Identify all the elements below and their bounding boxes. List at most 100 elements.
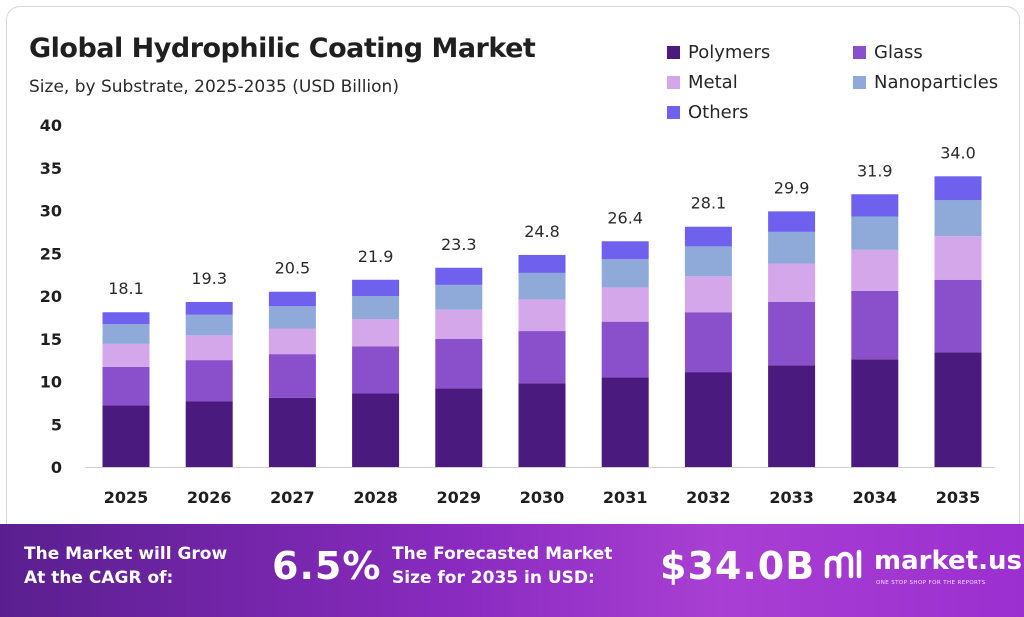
x-tick-label: 2031: [603, 488, 648, 507]
bar-segment-nanoparticles: [684, 246, 732, 277]
bar-total-label: 24.8: [524, 222, 560, 241]
bar-segment-polymers: [102, 405, 150, 467]
bar-total-label: 21.9: [358, 247, 394, 266]
forecast-value: $34.0B: [660, 544, 816, 588]
legend-swatch-glass: [853, 46, 866, 59]
bar-segment-metal: [268, 328, 316, 355]
bar-segment-others: [352, 279, 400, 296]
legend-swatch-others: [667, 106, 680, 119]
legend-swatch-polymers: [667, 46, 680, 59]
bar-segment-nanoparticles: [185, 314, 233, 336]
bar-segment-metal: [768, 263, 816, 302]
bar-segment-glass: [268, 354, 316, 398]
bar-total-label: 28.1: [691, 194, 727, 213]
bar-segment-others: [185, 301, 233, 315]
bar-segment-glass: [435, 338, 483, 389]
stacked-bar-chart: 051015202530354018.1202519.3202620.52027…: [40, 116, 995, 507]
bar-total-label: 31.9: [857, 161, 893, 180]
legend-label-nanoparticles: Nanoparticles: [874, 72, 999, 93]
bar-segment-glass: [518, 331, 566, 384]
bar-segment-others: [934, 176, 982, 201]
bar-segment-glass: [851, 290, 899, 360]
x-tick-label: 2029: [437, 488, 482, 507]
legend-label-metal: Metal: [688, 72, 738, 93]
bar-segment-polymers: [601, 377, 649, 467]
logo-mark-icon: [824, 549, 862, 579]
x-tick-label: 2025: [104, 488, 149, 507]
y-tick-label: 20: [40, 287, 62, 306]
legend-swatch-nanoparticles: [853, 76, 866, 89]
bar-segment-nanoparticles: [518, 272, 566, 300]
bar-segment-polymers: [768, 365, 816, 467]
bar-segment-glass: [185, 360, 233, 402]
bar-total-label: 19.3: [191, 269, 227, 288]
bar-segment-nanoparticles: [934, 200, 982, 237]
bar-total-label: 18.1: [108, 279, 144, 298]
bar-segment-others: [851, 194, 899, 217]
bar-segment-nanoparticles: [851, 216, 899, 250]
bar-segment-polymers: [435, 388, 483, 467]
bar-segment-metal: [684, 276, 732, 313]
x-tick-label: 2034: [853, 488, 898, 507]
bar-segment-others: [435, 267, 483, 285]
y-tick-label: 25: [40, 244, 62, 263]
cagr-label: The Market will Grow At the CAGR of:: [24, 544, 228, 588]
bar-total-label: 29.9: [774, 178, 810, 197]
bar-segment-metal: [352, 319, 400, 347]
bar-segment-polymers: [684, 372, 732, 467]
market-us-logo: market.us ONE STOP SHOP FOR THE REPORTS: [822, 546, 1022, 596]
bar-segment-glass: [102, 366, 150, 406]
x-tick-label: 2033: [769, 488, 814, 507]
bar-segment-nanoparticles: [102, 324, 150, 344]
logo-text: market.us: [874, 546, 1022, 576]
bar-segment-glass: [684, 312, 732, 373]
bar-segment-nanoparticles: [768, 231, 816, 264]
bar-segment-others: [518, 254, 566, 273]
bar-segment-polymers: [934, 352, 982, 467]
bar-segment-others: [601, 241, 649, 260]
bar-segment-metal: [601, 287, 649, 322]
bar-segment-polymers: [851, 359, 899, 467]
y-tick-label: 15: [40, 330, 62, 349]
x-tick-label: 2026: [187, 488, 232, 507]
bar-segment-glass: [601, 321, 649, 378]
bar-total-label: 34.0: [940, 143, 976, 162]
forecast-label: The Forecasted Market Size for 2035 in U…: [392, 544, 613, 588]
bar-segment-glass: [352, 346, 400, 394]
chart-title: Global Hydrophilic Coating Market: [29, 33, 536, 64]
bar-segment-others: [268, 291, 316, 307]
cagr-value: 6.5%: [272, 544, 382, 588]
chart-subtitle: Size, by Substrate, 2025-2035 (USD Billi…: [29, 77, 399, 97]
bar-segment-glass: [934, 279, 982, 353]
bar-segment-nanoparticles: [601, 259, 649, 288]
chart-card: Global Hydrophilic Coating Market Size, …: [6, 6, 1020, 608]
logo-tagline: ONE STOP SHOP FOR THE REPORTS: [876, 580, 986, 586]
y-tick-label: 40: [40, 116, 62, 135]
bar-segment-nanoparticles: [435, 284, 483, 310]
bar-segment-metal: [102, 343, 150, 367]
bar-segment-polymers: [352, 393, 400, 467]
bar-segment-metal: [435, 309, 483, 339]
y-tick-label: 35: [40, 159, 62, 178]
x-tick-label: 2028: [353, 488, 398, 507]
y-tick-label: 30: [40, 202, 62, 221]
x-tick-label: 2030: [520, 488, 565, 507]
bar-total-label: 26.4: [607, 208, 643, 227]
bar-segment-nanoparticles: [352, 296, 400, 320]
x-tick-label: 2032: [686, 488, 731, 507]
bar-segment-polymers: [185, 401, 233, 467]
legend-label-glass: Glass: [874, 42, 923, 63]
bar-total-label: 23.3: [441, 235, 477, 254]
x-tick-label: 2035: [936, 488, 981, 507]
bar-segment-metal: [518, 299, 566, 332]
bar-segment-others: [684, 226, 732, 247]
x-tick-label: 2027: [270, 488, 315, 507]
bar-segment-glass: [768, 301, 816, 366]
bar-segment-polymers: [518, 383, 566, 467]
y-tick-label: 5: [51, 415, 62, 434]
legend-swatch-metal: [667, 76, 680, 89]
bar-segment-metal: [185, 335, 233, 361]
bar-segment-others: [768, 211, 816, 232]
bar-segment-polymers: [268, 397, 316, 467]
legend-label-polymers: Polymers: [688, 42, 771, 63]
